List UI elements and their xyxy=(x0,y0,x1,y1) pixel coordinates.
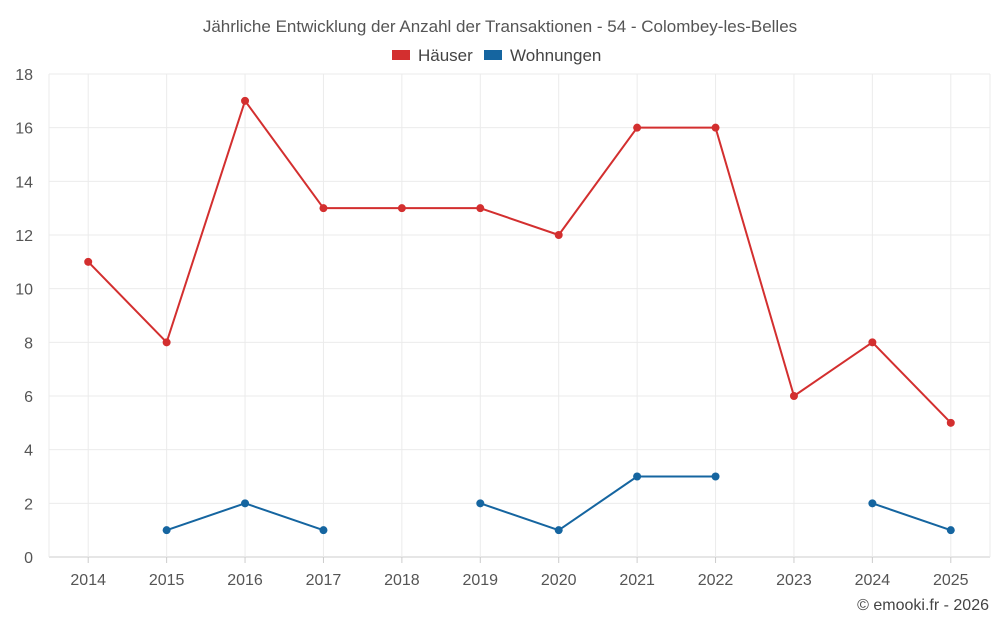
x-tick-label: 2025 xyxy=(933,572,969,589)
data-point-wohnungen xyxy=(554,526,563,535)
x-tick-label: 2021 xyxy=(619,572,655,589)
series-line-wohnungen xyxy=(479,475,716,532)
x-tick-label: 2016 xyxy=(227,572,263,589)
y-tick-label: 6 xyxy=(24,389,33,406)
data-point-haeuser xyxy=(789,392,798,400)
data-point-wohnungen xyxy=(868,499,877,508)
x-tick-label: 2018 xyxy=(384,572,420,589)
data-point-haeuser xyxy=(946,418,955,427)
data-point-wohnungen xyxy=(162,526,171,535)
y-tick-label: 10 xyxy=(15,282,33,299)
data-point-wohnungen xyxy=(476,499,485,508)
x-tick-label: 2014 xyxy=(70,572,106,589)
data-point-haeuser xyxy=(162,338,171,347)
data-point-haeuser xyxy=(633,123,642,132)
legend-label-haeuser: Häuser xyxy=(418,46,473,65)
x-tick-label: 2023 xyxy=(776,572,812,589)
data-point-haeuser xyxy=(476,204,485,213)
data-point-haeuser xyxy=(868,338,877,347)
data-point-haeuser xyxy=(84,257,93,266)
series-line-haeuser xyxy=(87,99,952,424)
legend-swatch-haeuser xyxy=(392,50,410,60)
data-point-haeuser xyxy=(397,204,406,213)
credit-text: © emooki.fr - 2026 xyxy=(857,597,989,614)
data-point-wohnungen xyxy=(711,472,720,481)
x-tick-label: 2017 xyxy=(306,572,342,589)
data-point-wohnungen xyxy=(319,526,328,535)
y-tick-label: 18 xyxy=(15,67,33,84)
legend: Häuser Wohnungen xyxy=(392,46,601,65)
legend-swatch-wohnungen xyxy=(484,50,502,60)
y-tick-label: 4 xyxy=(24,443,33,460)
y-axis: 0 2 4 6 8 10 12 14 16 18 xyxy=(15,67,33,567)
legend-label-wohnungen: Wohnungen xyxy=(510,46,601,65)
grid xyxy=(48,73,991,563)
data-point-haeuser xyxy=(554,231,563,239)
y-tick-label: 2 xyxy=(24,496,33,513)
data-point-haeuser xyxy=(319,204,328,213)
data-point-wohnungen xyxy=(241,499,250,508)
x-tick-label: 2019 xyxy=(462,572,498,589)
data-point-haeuser xyxy=(241,96,250,105)
data-point-wohnungen xyxy=(633,472,642,481)
y-tick-label: 0 xyxy=(24,550,33,567)
series-group xyxy=(84,96,955,535)
series-line-wohnungen xyxy=(872,502,952,532)
x-axis: 2014 2015 2016 2017 2018 2019 2020 2021 2022 2023… xyxy=(70,572,968,589)
y-tick-label: 12 xyxy=(15,228,33,245)
chart-title: Jährliche Entwicklung der Anzahl der Tra… xyxy=(203,17,797,36)
data-point-wohnungen xyxy=(946,526,955,535)
y-tick-label: 16 xyxy=(15,121,33,138)
y-tick-label: 8 xyxy=(24,335,33,352)
data-point-haeuser xyxy=(711,123,720,132)
x-tick-label: 2020 xyxy=(541,572,577,589)
y-tick-label: 14 xyxy=(15,174,33,191)
x-tick-label: 2022 xyxy=(698,572,734,589)
x-tick-label: 2024 xyxy=(855,572,891,589)
x-tick-label: 2015 xyxy=(149,572,185,589)
